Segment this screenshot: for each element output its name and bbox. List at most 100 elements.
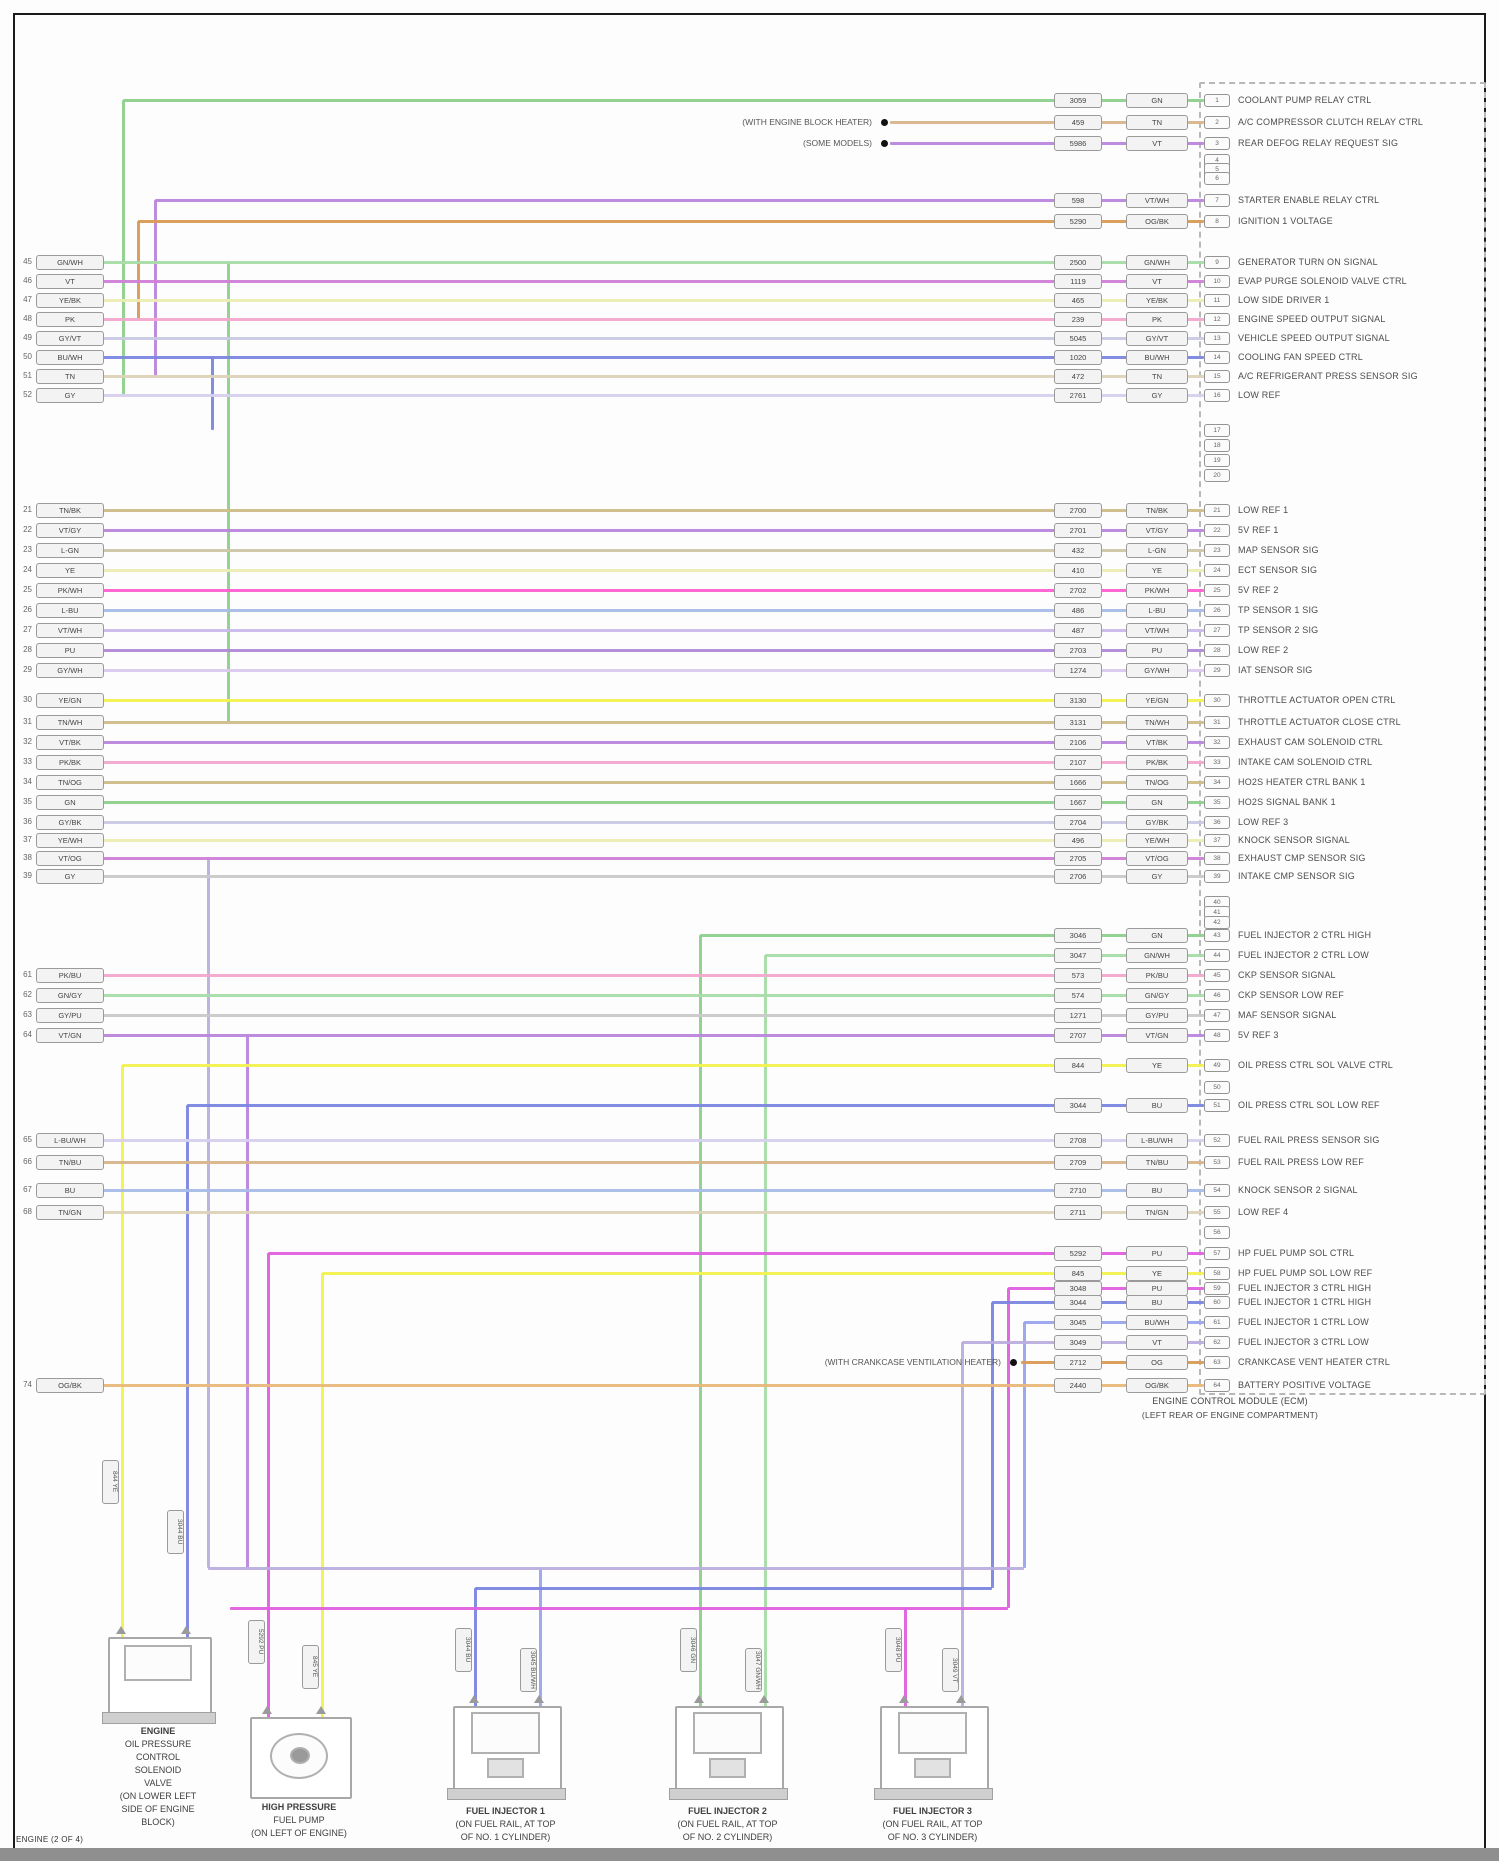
wire-color-box: VT/BK <box>1126 735 1188 750</box>
injector-nozzle-shape <box>487 1758 524 1778</box>
pin-signal-label: CKP SENSOR SIGNAL <box>1238 970 1336 980</box>
component-label-line: (ON LEFT OF ENGINE) <box>251 1828 347 1838</box>
pin-signal-label: GENERATOR TURN ON SIGNAL <box>1238 257 1378 267</box>
wire-left-code-box: GY/VT <box>36 331 104 346</box>
ecm-pin-box: 54 <box>1204 1184 1230 1197</box>
pin-signal-label: IAT SENSOR SIG <box>1238 665 1313 675</box>
pin-signal-label: HP FUEL PUMP SOL LOW REF <box>1238 1268 1373 1278</box>
circuit-number-box: 2106 <box>1054 735 1102 750</box>
pin-signal-label: CKP SENSOR LOW REF <box>1238 990 1344 1000</box>
wire-left-code-box: OG/BK <box>36 1378 104 1393</box>
wire-row <box>700 934 1204 937</box>
wire-row <box>322 1272 1204 1275</box>
wire-color-box: GN/WH <box>1126 255 1188 270</box>
ecm-label-line2: (LEFT REAR OF ENGINE COMPARTMENT) <box>1141 1410 1319 1420</box>
circuit-number-box: 459 <box>1054 115 1102 130</box>
left-pin-number: 61 <box>23 970 32 979</box>
wire-left-code-box: GN <box>36 795 104 810</box>
wire-row <box>1021 1361 1204 1364</box>
left-pin-number: 46 <box>23 276 32 285</box>
circuit-number-box: 844 <box>1054 1058 1102 1073</box>
vertical-wire <box>321 1273 324 1719</box>
wire-code-tag: 3044 BU <box>455 1628 472 1672</box>
wire-row <box>102 721 1204 724</box>
ecm-pin-box: 25 <box>1204 584 1230 597</box>
component-base <box>669 1788 788 1800</box>
circuit-number-box: 2708 <box>1054 1133 1102 1148</box>
junction-dot <box>881 119 888 126</box>
wire-row <box>268 1252 1204 1255</box>
circuit-number-box: 598 <box>1054 193 1102 208</box>
wire-color-box: GY <box>1126 869 1188 884</box>
wire-row <box>102 781 1204 784</box>
circuit-number-box: 2705 <box>1054 851 1102 866</box>
frame-top <box>13 13 1486 15</box>
circuit-number-box: 239 <box>1054 312 1102 327</box>
wire-left-code-box: GN/WH <box>36 255 104 270</box>
left-pin-number: 30 <box>23 695 32 704</box>
wire-code-tag: 3045 BU/WH <box>520 1648 537 1692</box>
vertical-wire <box>246 1035 249 1568</box>
wire-left-code-box: PK <box>36 312 104 327</box>
wire-row <box>122 1064 1204 1067</box>
ecm-pin-box: 13 <box>1204 332 1230 345</box>
pin-signal-label: 5V REF 2 <box>1238 585 1279 595</box>
ecm-pin-box-empty: 17 <box>1204 424 1230 437</box>
wire-color-box: TN <box>1126 369 1188 384</box>
component-label-line: OF NO. 3 CYLINDER) <box>887 1832 978 1842</box>
wire-left-code-box: YE/WH <box>36 833 104 848</box>
wire-color-box: YE <box>1126 1058 1188 1073</box>
injector-nozzle-shape <box>709 1758 746 1778</box>
wire-row <box>155 199 1204 202</box>
injector-nozzle-shape <box>914 1758 951 1778</box>
circuit-number-box: 410 <box>1054 563 1102 578</box>
left-pin-number: 62 <box>23 990 32 999</box>
component-label-line: (ON FUEL RAIL, AT TOP <box>455 1819 556 1829</box>
vertical-wire <box>764 955 767 1708</box>
pin-signal-label: HO2S SIGNAL BANK 1 <box>1238 797 1336 807</box>
component-label-line: (ON FUEL RAIL, AT TOP <box>677 1819 778 1829</box>
ecm-pin-box: 33 <box>1204 756 1230 769</box>
pin-signal-label: FUEL RAIL PRESS SENSOR SIG <box>1238 1135 1380 1145</box>
circuit-number-box: 3045 <box>1054 1315 1102 1330</box>
ecm-pin-box: 57 <box>1204 1247 1230 1260</box>
wire-row <box>102 529 1204 532</box>
wire-left-code-box: BU <box>36 1183 104 1198</box>
wire-color-box: YE/BK <box>1126 293 1188 308</box>
left-pin-number: 32 <box>23 737 32 746</box>
wire-code-tag: 844 YE <box>102 1460 119 1504</box>
vertical-wire <box>121 1065 124 1639</box>
circuit-number-box: 3130 <box>1054 693 1102 708</box>
wire-row <box>102 801 1204 804</box>
wire-color-box: VT/OG <box>1126 851 1188 866</box>
ecm-pin-box: 14 <box>1204 351 1230 364</box>
wire-color-box: TN/BU <box>1126 1155 1188 1170</box>
pin-signal-label: HP FUEL PUMP SOL CTRL <box>1238 1248 1355 1258</box>
wire-row <box>1024 1321 1204 1324</box>
vertical-wire <box>186 1105 189 1639</box>
left-pin-number: 25 <box>23 585 32 594</box>
wire-left-code-box: TN/BU <box>36 1155 104 1170</box>
ecm-pin-box: 46 <box>1204 989 1230 1002</box>
wire-row <box>475 1587 992 1590</box>
left-pin-number: 47 <box>23 295 32 304</box>
left-pin-number: 63 <box>23 1010 32 1019</box>
pin-signal-label: ENGINE SPEED OUTPUT SIGNAL <box>1238 314 1386 324</box>
pin-signal-label: THROTTLE ACTUATOR CLOSE CTRL <box>1238 717 1401 727</box>
pin-signal-label: FUEL INJECTOR 3 CTRL HIGH <box>1238 1283 1372 1293</box>
ecm-pin-box: 47 <box>1204 1009 1230 1022</box>
circuit-number-box: 2700 <box>1054 503 1102 518</box>
wire-row <box>102 337 1204 340</box>
vertical-wire <box>904 1608 907 1708</box>
wire-row <box>102 839 1204 842</box>
wire-row <box>102 549 1204 552</box>
wire-color-box: PU <box>1126 1246 1188 1261</box>
terminal-caret-icon <box>262 1706 272 1714</box>
pin-signal-label: INTAKE CMP SENSOR SIG <box>1238 871 1355 881</box>
circuit-number-box: 465 <box>1054 293 1102 308</box>
left-pin-number: 26 <box>23 605 32 614</box>
pin-signal-label: LOW REF 3 <box>1238 817 1289 827</box>
vertical-wire <box>1007 1288 1010 1608</box>
wire-color-box: GY/WH <box>1126 663 1188 678</box>
pin-signal-label: LOW REF 4 <box>1238 1207 1289 1217</box>
